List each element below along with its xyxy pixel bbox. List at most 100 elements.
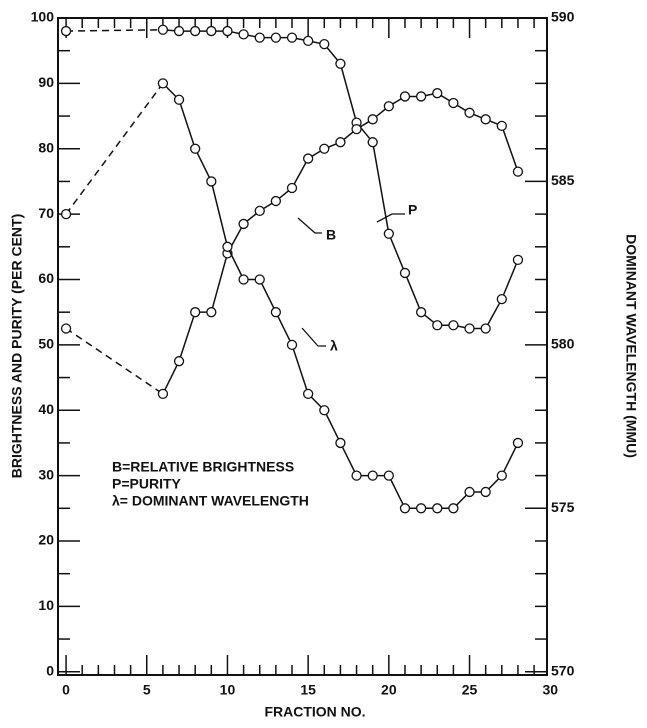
data-point [270,307,282,318]
data-point [464,323,475,334]
x-tick-label: 5 [143,682,151,698]
y2-tick-label: 585 [551,172,575,188]
x-tick-label: 10 [220,682,236,698]
data-point [512,166,524,177]
data-point [448,503,459,514]
x-tick-label: 30 [542,682,558,698]
data-point [254,32,265,43]
x-tick-label: 25 [462,682,478,698]
data-point [464,486,475,498]
data-point [60,25,72,37]
y2-tick-label: 590 [551,9,575,25]
data-point [302,35,314,47]
y-tick-label: 50 [38,336,54,352]
data-point [286,339,298,351]
data-point [415,307,427,318]
y-tick-label: 40 [38,401,54,417]
data-point [173,25,185,37]
y-tick-label: 10 [38,597,54,613]
data-point [190,307,201,318]
data-point [464,107,475,118]
data-point [383,228,394,239]
data-point [173,356,185,367]
data-point [222,25,233,37]
data-point [319,38,330,50]
curve-annotations: B P λ [297,202,417,354]
data-point [496,293,507,305]
x-tick-label: 15 [300,682,316,698]
data-point [399,503,411,514]
data-point [448,97,459,109]
data-point [432,320,443,331]
data-point [448,320,459,331]
data-point [157,24,169,35]
data-point [367,114,378,125]
x-tick-label: 0 [62,682,70,698]
data-point [238,274,249,285]
data-point [286,182,298,194]
data-point [496,120,507,132]
legend-line: P=PURITY [112,476,182,492]
y2-axis-label: DOMINANT WAVELENGTH (MMU) [623,234,639,458]
data-point [222,241,233,252]
data-point [238,218,249,230]
data-point [480,323,491,334]
legend: B=RELATIVE BRIGHTNESS P=PURITY λ= DOMINA… [112,459,309,509]
series-line-dashed [66,29,163,32]
data-point [335,58,346,69]
x-axis-label: FRACTION NO. [264,704,365,720]
data-point [302,153,314,164]
data-point [399,91,411,102]
data-point [319,143,330,154]
data-point [238,29,249,40]
data-point [206,176,217,187]
data-point [319,405,330,416]
data-point [432,503,443,514]
data-point [383,101,394,112]
data-point [173,94,185,105]
data-point [480,486,491,498]
leader-line [301,327,326,347]
y-tick-label: 100 [31,9,55,25]
series-line-dashed [65,82,164,215]
y-tick-label: 0 [46,662,54,678]
data-point [254,274,265,285]
data-point [60,208,72,220]
data-point [415,503,427,514]
y2-tick-label: 570 [551,662,575,678]
x-tick-label: 20 [381,682,397,698]
series-line-dashed [65,327,164,395]
data-point [157,388,169,400]
data-point [351,123,362,135]
data-point [60,323,72,334]
y2-tick-label: 575 [551,499,575,515]
curve-label: B [326,227,336,243]
data-point [367,470,378,481]
y-tick-label: 90 [38,74,54,90]
y-tick-label: 20 [38,532,54,548]
data-point [512,254,524,266]
data-point [206,25,217,37]
y-tick-label: 30 [38,466,54,482]
data-point [367,137,378,148]
data-point [190,25,201,37]
data-point [480,114,491,125]
data-point [157,78,169,89]
legend-line: B=RELATIVE BRIGHTNESS [112,459,294,475]
y-axis-label: BRIGHTNESS AND PURITY (PER CENT) [9,214,25,478]
y-tick-label: 60 [38,270,54,286]
data-point [432,88,443,99]
data-point [512,437,524,449]
data-point [254,205,265,217]
data-point [206,307,217,318]
data-point [270,32,282,43]
curve-label: λ [330,338,338,354]
data-point [351,470,362,481]
data-point [270,195,282,207]
plot-frame [57,17,548,676]
data-point [286,32,298,43]
data-point [335,137,346,148]
data-point [399,267,411,279]
data-point [415,91,427,102]
